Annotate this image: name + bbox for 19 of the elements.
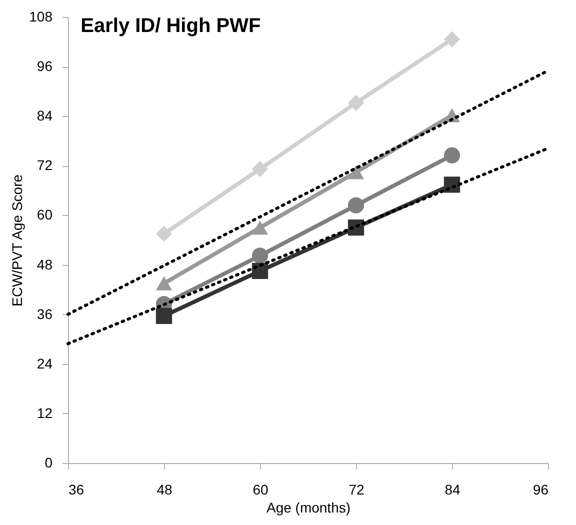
y-tick-label: 48 xyxy=(36,256,53,272)
y-tick-label: 36 xyxy=(36,306,53,322)
x-tick-label: 84 xyxy=(444,482,460,498)
y-tick-label: 108 xyxy=(29,8,53,24)
x-tick-label: 48 xyxy=(156,482,172,498)
chart-title: Early ID/ High PWF xyxy=(80,15,261,37)
y-tick-label: 0 xyxy=(44,454,53,470)
x-tick-label: 36 xyxy=(68,482,84,498)
y-tick-label: 84 xyxy=(36,108,53,124)
x-tick-label: 60 xyxy=(252,482,268,498)
x-axis-title: Age (months) xyxy=(266,500,351,516)
y-tick-label: 24 xyxy=(36,355,53,372)
y-tick-label: 12 xyxy=(36,404,53,421)
x-tick-label: 72 xyxy=(348,482,364,498)
x-tick-label: 96 xyxy=(532,482,549,498)
y-tick-label: 60 xyxy=(36,206,53,223)
y-tick-label: 72 xyxy=(36,157,53,174)
y-tick-label: 96 xyxy=(36,58,53,74)
y-axis-title: ECW/PVT Age Score xyxy=(9,174,26,307)
